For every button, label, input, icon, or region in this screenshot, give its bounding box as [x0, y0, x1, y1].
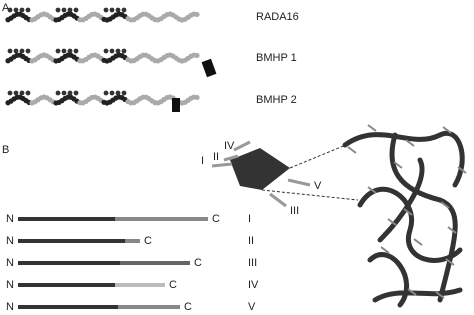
atom: [19, 48, 25, 54]
c-terminus: C: [169, 279, 177, 291]
fiber-body: [230, 148, 290, 190]
atom: [115, 7, 121, 13]
atom: [25, 7, 31, 13]
branch: [393, 161, 403, 169]
fiber-label: I: [201, 155, 204, 167]
nanofiber: [230, 139, 359, 201]
atom: [67, 90, 73, 96]
strand: [233, 140, 251, 152]
atom: [109, 7, 115, 13]
c-terminus: C: [144, 235, 152, 247]
n-terminus: N: [6, 235, 14, 247]
atom: [121, 90, 127, 96]
row-label: III: [248, 257, 257, 269]
panel-label: B: [2, 144, 9, 156]
atom: [115, 48, 121, 54]
c-terminus: C: [194, 257, 202, 269]
atom: [19, 7, 25, 13]
atom: [194, 52, 200, 59]
fiber-strand: [367, 252, 463, 308]
branch: [440, 201, 450, 209]
fiber-label: III: [290, 205, 299, 217]
branch: [445, 258, 455, 266]
atom: [121, 7, 127, 13]
atom: [67, 48, 73, 54]
atom: [61, 48, 67, 54]
row-label: IV: [248, 279, 259, 291]
branch: [457, 166, 467, 174]
fiber-label: II: [213, 151, 219, 163]
fiber-label: V: [314, 180, 322, 192]
hydrogel-network: [342, 130, 465, 308]
branch: [403, 208, 413, 216]
fiber-strand: [342, 130, 465, 188]
atom: [13, 7, 19, 13]
n-terminus: N: [6, 257, 14, 269]
atom: [73, 48, 79, 54]
fiber-strand: [357, 186, 463, 263]
atom: [115, 90, 121, 96]
panel-label: A: [2, 2, 10, 14]
branch: [447, 226, 457, 234]
atom: [103, 90, 109, 96]
atom: [109, 48, 115, 54]
atom: [194, 11, 200, 18]
branch: [347, 146, 357, 154]
peptide-name: RADA16: [256, 11, 299, 23]
row-label: I: [248, 213, 251, 225]
peptide-name: BMHP 1: [256, 52, 297, 64]
c-terminus: C: [212, 213, 220, 225]
peptide-name: BMHP 2: [256, 94, 297, 106]
network-branches: [347, 124, 467, 299]
atom: [194, 94, 200, 101]
row-label: II: [248, 235, 254, 247]
atom: [73, 7, 79, 13]
atom: [19, 90, 25, 96]
atom: [103, 48, 109, 54]
c-terminus: C: [184, 301, 192, 313]
fiber-label: IV: [224, 140, 235, 152]
atom: [25, 90, 31, 96]
atom: [7, 90, 13, 96]
n-terminus: N: [6, 301, 14, 313]
atom: [55, 90, 61, 96]
branch: [405, 139, 415, 147]
fiber-strand: [389, 132, 458, 303]
fiber-strand: [377, 157, 425, 243]
row-label: V: [248, 301, 256, 313]
peptide-models: [5, 7, 217, 112]
n-terminus: N: [6, 279, 14, 291]
atom: [25, 48, 31, 54]
atom: [7, 48, 13, 54]
branch: [413, 238, 423, 246]
branch: [367, 124, 377, 132]
atom: [55, 7, 61, 13]
atom: [61, 90, 67, 96]
branch: [387, 218, 397, 226]
atom: [109, 90, 115, 96]
atom: [13, 90, 19, 96]
branch: [435, 291, 445, 299]
atom: [61, 7, 67, 13]
atom: [13, 48, 19, 54]
atom: [73, 90, 79, 96]
atom: [67, 7, 73, 13]
atom: [121, 48, 127, 54]
n-terminus: N: [6, 213, 14, 225]
motif: [172, 98, 180, 112]
strand: [287, 178, 311, 187]
strand: [223, 154, 239, 162]
motif: [201, 58, 217, 78]
strand: [211, 162, 233, 168]
strand: [269, 192, 287, 208]
atom: [55, 48, 61, 54]
atom: [103, 7, 109, 13]
branch: [367, 186, 377, 194]
branch: [407, 288, 417, 296]
branch: [380, 246, 390, 254]
zoom-line: [261, 189, 359, 201]
atom: [7, 7, 13, 13]
branch: [442, 126, 452, 134]
